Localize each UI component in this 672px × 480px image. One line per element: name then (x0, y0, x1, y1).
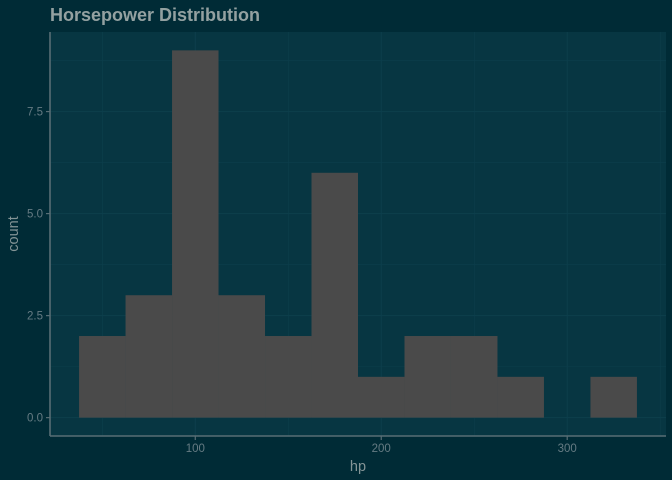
y-tick-label: 0.0 (27, 413, 43, 425)
histogram-bar (125, 295, 173, 418)
x-axis-title: hp (350, 459, 366, 475)
histogram-bar (450, 336, 498, 418)
histogram-bar (172, 50, 219, 418)
histogram-bar (358, 376, 405, 418)
x-tick-label: 200 (372, 443, 391, 455)
histogram-bar (218, 295, 266, 418)
histogram-bar (497, 376, 544, 418)
y-axis-title: count (6, 216, 22, 251)
y-tick-label: 5.0 (27, 209, 43, 221)
histogram-bar (311, 172, 358, 418)
histogram-bars (79, 50, 637, 418)
axis-ticks: 100 200 300 0.0 2.5 5.0 7.5 (27, 107, 577, 455)
axes (49, 32, 666, 437)
histogram-bar (265, 336, 312, 418)
histogram-bar (404, 336, 451, 418)
y-tick-label: 7.5 (27, 107, 43, 119)
histogram-bar (590, 376, 637, 418)
histogram-bar (79, 336, 126, 418)
chart-title: Horsepower Distribution (50, 5, 260, 25)
y-tick-label: 2.5 (27, 311, 43, 323)
x-tick-label: 100 (186, 443, 205, 455)
x-tick-label: 300 (558, 443, 577, 455)
